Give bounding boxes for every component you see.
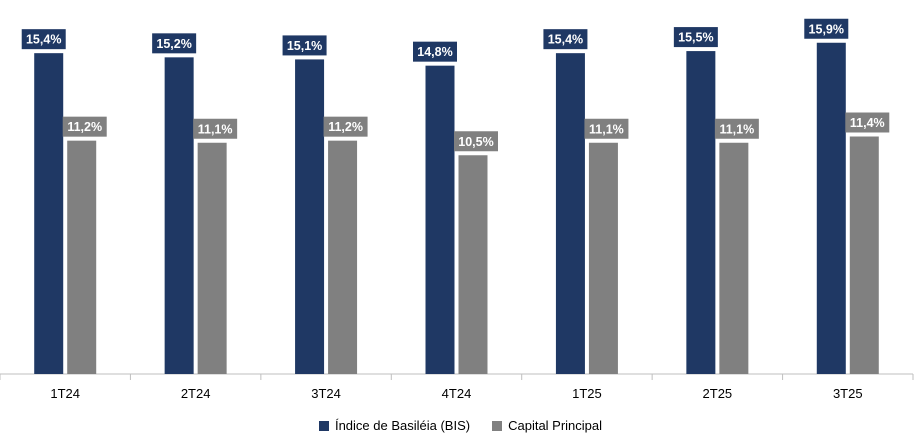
data-label: 15,4% [548, 33, 583, 47]
data-label-box [21, 29, 66, 50]
legend-label-capital-principal: Capital Principal [508, 418, 603, 433]
legend: Índice de Basiléia (BIS) Capital Princip… [0, 418, 921, 433]
data-label-box [193, 118, 238, 139]
data-label-box [413, 41, 457, 62]
data-label-box [282, 35, 327, 56]
x-tick-label: 2T24 [181, 386, 211, 401]
bar-bis [555, 53, 585, 375]
bar-bis [425, 65, 455, 375]
bar-bis [295, 59, 325, 375]
legend-swatch-capital-principal [492, 420, 503, 431]
data-label: 11,4% [850, 116, 885, 130]
bar-bis [686, 51, 716, 374]
legend-item-capital-principal: Capital Principal [492, 418, 602, 433]
data-label: 15,4% [26, 33, 61, 47]
data-label-box [543, 29, 588, 50]
legend-item-bis: Índice de Basiléia (BIS) [318, 418, 471, 433]
data-label-box [714, 118, 759, 139]
legend-label-bis: Índice de Basiléia (BIS) [334, 418, 471, 433]
data-label-box [584, 118, 629, 139]
data-label: 11,2% [67, 120, 102, 134]
data-label-box [804, 18, 849, 39]
bar-capital-principal [719, 142, 749, 374]
data-label: 15,1% [287, 39, 322, 53]
data-label: 11,1% [589, 122, 624, 136]
legend-swatch-bis [318, 420, 329, 431]
bar-capital-principal [328, 140, 358, 374]
x-tick-label: 4T24 [442, 386, 472, 401]
data-label-box [454, 131, 498, 152]
data-label: 10,5% [458, 135, 493, 149]
bar-bis [34, 53, 64, 375]
data-label-box [152, 33, 197, 54]
bar-bis [816, 42, 846, 374]
data-label-box [673, 27, 718, 48]
bar-capital-principal [67, 140, 97, 374]
bar-capital-principal [588, 142, 618, 374]
bar-capital-principal [197, 142, 227, 374]
x-tick-label: 1T24 [50, 386, 80, 401]
data-label-box [323, 116, 368, 137]
data-label: 11,2% [328, 120, 363, 134]
bar-bis [164, 57, 194, 374]
x-tick-label: 1T25 [572, 386, 602, 401]
data-label-box [845, 112, 890, 133]
data-label: 14,8% [417, 45, 452, 59]
x-tick-label: 2T25 [703, 386, 733, 401]
x-tick-label: 3T25 [833, 386, 863, 401]
data-label: 11,1% [198, 122, 233, 136]
x-tick-label: 3T24 [311, 386, 341, 401]
data-label: 15,2% [156, 37, 191, 51]
bar-capital-principal [458, 155, 488, 374]
bar-capital-principal [849, 136, 879, 374]
data-label: 11,1% [719, 122, 754, 136]
data-label: 15,5% [678, 31, 713, 45]
data-label-box [62, 116, 107, 137]
data-label: 15,9% [809, 22, 844, 36]
